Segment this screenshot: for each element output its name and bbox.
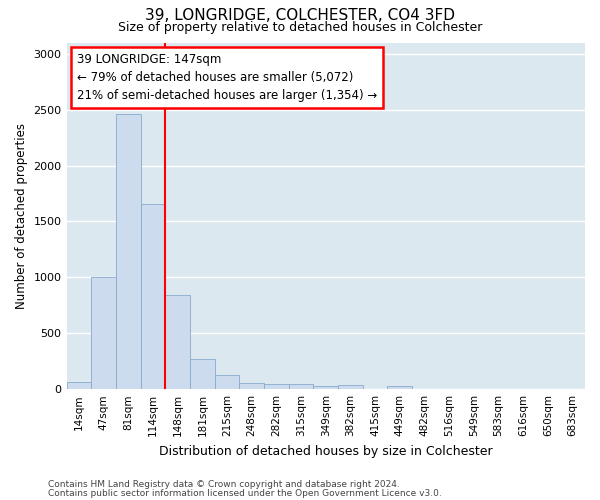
Bar (264, 384, 289, 389)
Bar (338, 386, 363, 389)
Bar (313, 386, 338, 389)
Text: 39 LONGRIDGE: 147sqm
← 79% of detached houses are smaller (5,072)
21% of semi-de: 39 LONGRIDGE: 147sqm ← 79% of detached h… (77, 53, 377, 102)
Text: 39, LONGRIDGE, COLCHESTER, CO4 3FD: 39, LONGRIDGE, COLCHESTER, CO4 3FD (145, 8, 455, 22)
Bar (388, 386, 412, 389)
Bar (239, 383, 264, 389)
Bar (91, 278, 116, 389)
Text: Contains public sector information licensed under the Open Government Licence v3: Contains public sector information licen… (48, 488, 442, 498)
Text: Size of property relative to detached houses in Colchester: Size of property relative to detached ho… (118, 21, 482, 34)
Bar (190, 359, 215, 389)
Bar (289, 384, 313, 389)
X-axis label: Distribution of detached houses by size in Colchester: Distribution of detached houses by size … (159, 444, 493, 458)
Bar (140, 204, 165, 389)
Bar (67, 382, 91, 389)
Text: Contains HM Land Registry data © Crown copyright and database right 2024.: Contains HM Land Registry data © Crown c… (48, 480, 400, 489)
Bar (165, 295, 190, 389)
Y-axis label: Number of detached properties: Number of detached properties (15, 123, 28, 309)
Bar (116, 114, 140, 389)
Bar (215, 374, 239, 389)
